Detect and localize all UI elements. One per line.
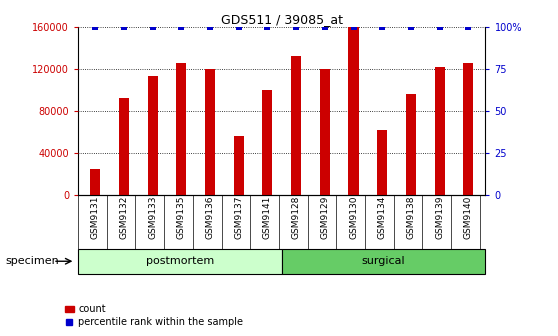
Text: postmortem: postmortem [146,256,214,266]
Text: GSM9141: GSM9141 [263,196,272,239]
Text: GSM9129: GSM9129 [320,196,329,239]
Text: GSM9139: GSM9139 [435,196,444,240]
Bar [176,62,186,195]
Bar [78,249,282,274]
Text: GSM9130: GSM9130 [349,196,358,240]
Text: GSM9137: GSM9137 [234,196,243,240]
Bar [282,249,485,274]
Text: GSM9136: GSM9136 [205,196,215,240]
Text: GSM9135: GSM9135 [177,196,186,240]
Text: surgical: surgical [362,256,406,266]
Title: GDS511 / 39085_at: GDS511 / 39085_at [221,13,343,26]
Text: GSM9134: GSM9134 [378,196,387,239]
Text: specimen: specimen [6,256,59,266]
Bar [119,98,129,195]
Bar [435,67,445,195]
Bar [234,136,244,195]
Bar [262,90,272,195]
Bar [291,56,301,195]
Text: GSM9138: GSM9138 [406,196,415,240]
Bar [90,169,100,195]
Bar [349,27,359,195]
Text: GSM9140: GSM9140 [464,196,473,239]
Text: GSM9132: GSM9132 [119,196,128,239]
Bar [320,69,330,195]
Bar [463,62,473,195]
Text: GSM9128: GSM9128 [292,196,301,239]
Bar [377,130,387,195]
Text: GSM9131: GSM9131 [91,196,100,240]
Legend: count, percentile rank within the sample: count, percentile rank within the sample [61,300,247,331]
Bar [406,94,416,195]
Bar [205,69,215,195]
Text: GSM9133: GSM9133 [148,196,157,240]
Bar [148,76,158,195]
